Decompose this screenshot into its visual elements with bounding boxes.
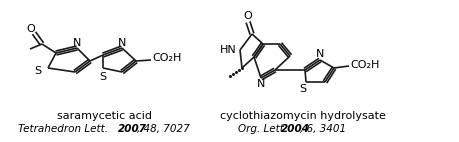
Text: 2007: 2007 xyxy=(118,124,147,134)
Text: CO₂H: CO₂H xyxy=(151,53,181,63)
Text: O: O xyxy=(27,24,35,34)
Text: 2004: 2004 xyxy=(280,124,309,134)
Text: O: O xyxy=(243,11,252,21)
Text: S: S xyxy=(299,84,306,94)
Text: CO₂H: CO₂H xyxy=(349,60,379,70)
Text: S: S xyxy=(99,72,106,82)
Text: , 48, 7027: , 48, 7027 xyxy=(137,124,190,134)
Text: N: N xyxy=(73,38,81,48)
Text: cyclothiazomycin hydrolysate: cyclothiazomycin hydrolysate xyxy=(219,111,385,121)
Text: , 6, 3401: , 6, 3401 xyxy=(299,124,345,134)
Text: saramycetic acid: saramycetic acid xyxy=(57,111,152,121)
Text: N: N xyxy=(256,79,264,89)
Text: Org. Lett.: Org. Lett. xyxy=(237,124,290,134)
Text: Tetrahedron Lett.: Tetrahedron Lett. xyxy=(18,124,111,134)
Text: N: N xyxy=(118,38,126,48)
Text: N: N xyxy=(315,49,324,59)
Text: S: S xyxy=(34,66,41,76)
Text: HN: HN xyxy=(219,45,236,55)
